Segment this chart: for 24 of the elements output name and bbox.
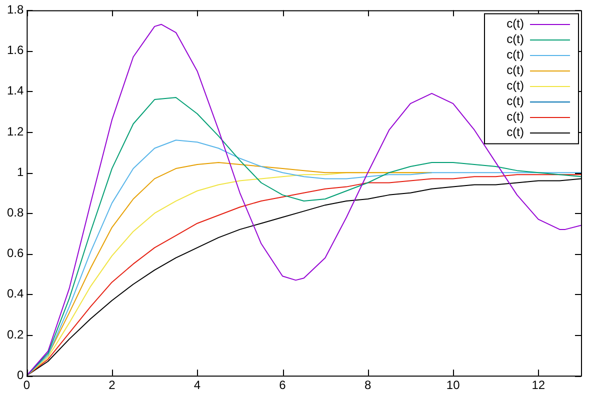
y-tick-label: 0 — [16, 368, 24, 382]
legend-label: c(t) — [506, 78, 524, 92]
y-tick-label: 0.2 — [6, 327, 24, 342]
x-tick-label: 8 — [364, 378, 372, 392]
y-tick-label: 1.4 — [6, 84, 24, 98]
legend-label: c(t) — [506, 32, 524, 46]
x-tick-label: 10 — [446, 378, 460, 392]
x-tick-label: 12 — [532, 378, 546, 392]
legend-label: c(t) — [506, 16, 524, 30]
y-tick-label: 1 — [16, 164, 24, 179]
y-tick-label: 1.2 — [6, 124, 24, 138]
legend-label: c(t) — [506, 47, 524, 62]
x-tick-label: 2 — [108, 378, 116, 392]
legend-label: c(t) — [506, 109, 524, 124]
x-tick-label: 6 — [279, 378, 286, 392]
y-tick-label: 0.4 — [6, 286, 24, 301]
x-tick-label: 4 — [194, 378, 201, 392]
legend-label: c(t) — [506, 124, 524, 139]
legend-label: c(t) — [506, 94, 524, 108]
y-tick-label: 0.8 — [6, 206, 24, 220]
y-tick-label: 1.8 — [6, 2, 24, 17]
y-tick-label: 0.6 — [6, 246, 24, 260]
y-tick-label: 1.6 — [6, 43, 24, 58]
legend-label: c(t) — [506, 62, 524, 77]
